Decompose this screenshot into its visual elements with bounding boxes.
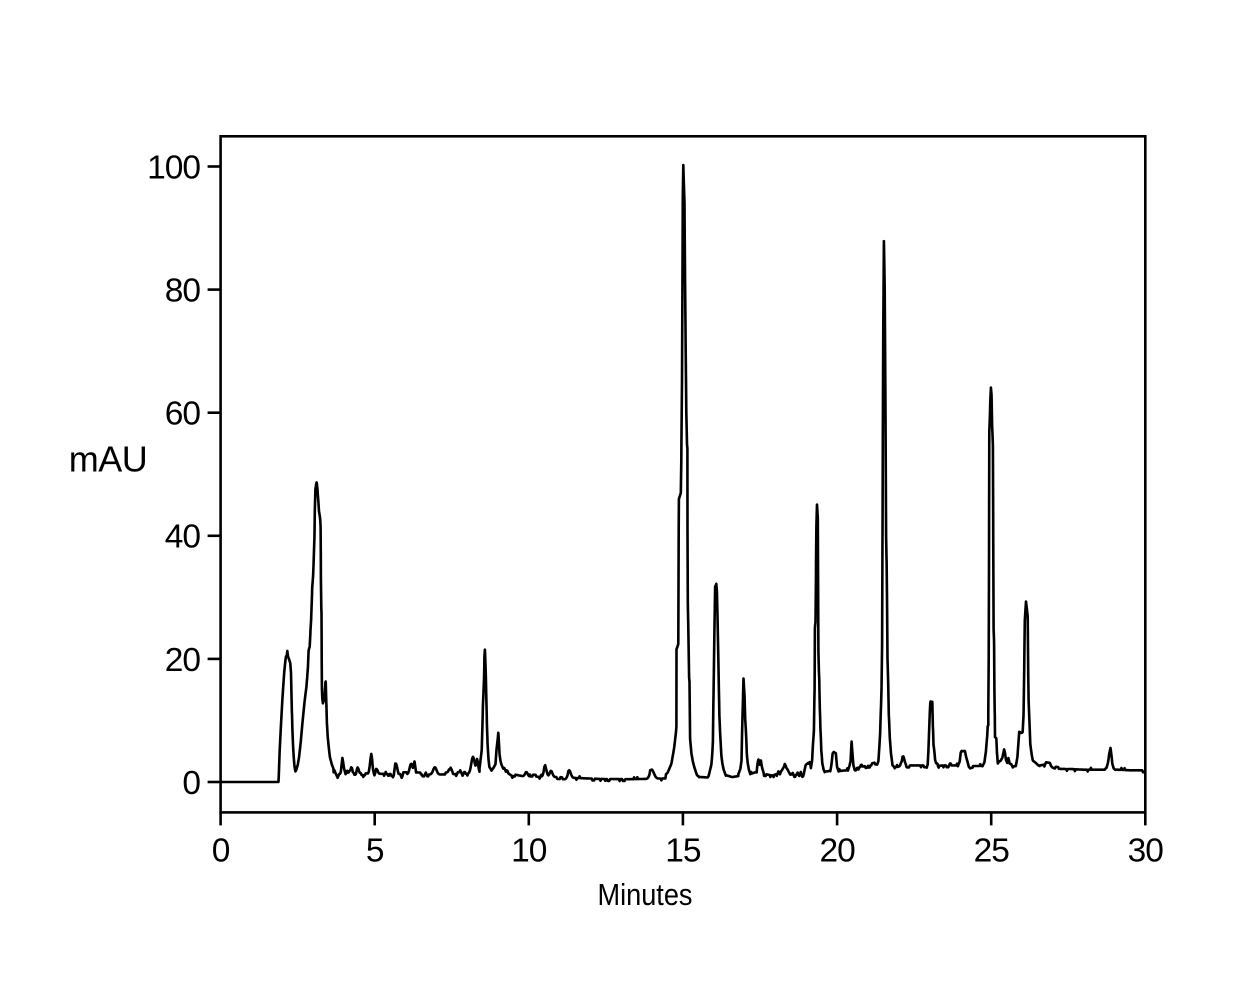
svg-text:100: 100 xyxy=(147,149,200,186)
svg-text:20: 20 xyxy=(165,642,201,679)
svg-text:60: 60 xyxy=(165,396,201,433)
svg-text:0: 0 xyxy=(212,833,230,870)
svg-text:0: 0 xyxy=(182,765,200,802)
svg-text:Minutes: Minutes xyxy=(598,878,693,912)
svg-text:80: 80 xyxy=(165,273,201,310)
svg-text:mAU: mAU xyxy=(69,439,148,480)
svg-text:30: 30 xyxy=(1128,833,1164,870)
svg-text:25: 25 xyxy=(974,833,1010,870)
svg-text:20: 20 xyxy=(819,833,855,870)
svg-text:15: 15 xyxy=(665,833,701,870)
svg-text:10: 10 xyxy=(511,833,547,870)
svg-text:5: 5 xyxy=(366,833,384,870)
svg-text:40: 40 xyxy=(165,519,201,556)
